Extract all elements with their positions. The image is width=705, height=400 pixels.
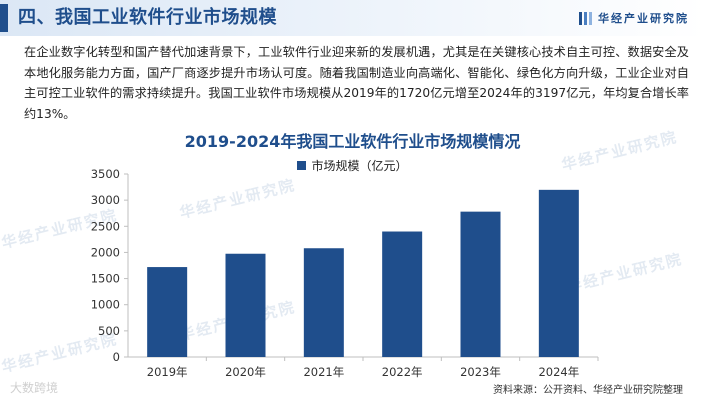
section-title: 四、我国工业软件行业市场规模 — [18, 7, 277, 28]
brand-logo-icon — [579, 11, 592, 25]
x-tick-label: 2023年 — [460, 365, 501, 379]
y-tick-label: 1000 — [91, 298, 120, 312]
brand: 华经产业研究院 — [579, 9, 689, 27]
bar — [460, 211, 501, 357]
legend-label: 市场规模（亿元） — [311, 159, 408, 173]
brand-name: 华经产业研究院 — [598, 12, 689, 25]
y-tick-label: 0 — [113, 350, 120, 364]
y-tick-label: 3000 — [91, 193, 120, 207]
legend-swatch — [297, 161, 307, 170]
y-tick-label: 500 — [98, 324, 120, 338]
intro-paragraph: 在企业数字化转型和国产替代加速背景下，工业软件行业迎来新的发展机遇，尤其是在关键… — [24, 45, 689, 121]
bar — [147, 267, 188, 357]
bar — [225, 253, 266, 357]
y-tick-label: 2000 — [91, 245, 120, 259]
bar — [382, 231, 423, 357]
chart-title: 2019-2024年我国工业软件行业市场规模情况 — [184, 132, 521, 151]
x-tick-label: 2022年 — [382, 365, 423, 379]
data-source: 资料来源：公开资料、华经产业研究院整理 — [493, 385, 683, 396]
credit-watermark: 大数跨境 — [10, 381, 59, 395]
x-tick-label: 2020年 — [225, 365, 266, 379]
chart-legend: 市场规模（亿元） — [0, 157, 705, 174]
bar — [303, 248, 344, 357]
x-tick-label: 2019年 — [147, 365, 188, 379]
y-tick-label: 1500 — [91, 272, 120, 286]
bar — [538, 189, 579, 357]
y-tick-label: 2500 — [91, 219, 120, 233]
x-tick-label: 2021年 — [303, 365, 344, 379]
header-accent-bar — [0, 4, 8, 32]
x-tick-label: 2024年 — [538, 365, 579, 379]
section-header: 四、我国工业软件行业市场规模 华经产业研究院 — [0, 0, 705, 36]
y-tick-label: 3500 — [91, 167, 120, 181]
